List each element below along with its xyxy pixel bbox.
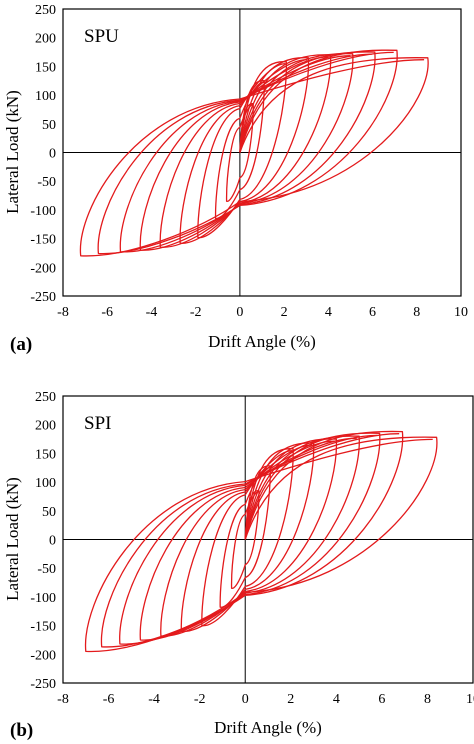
zero-axis-lines <box>63 9 461 296</box>
x-tick-label: -2 <box>194 692 206 707</box>
y-tick-label: 100 <box>35 476 56 491</box>
y-tick-label: 200 <box>35 419 56 434</box>
zero-axis-lines <box>63 396 473 683</box>
x-tick-label: 10 <box>454 305 468 320</box>
y-tick-label: -150 <box>30 233 56 248</box>
hysteresis-loop <box>225 103 254 202</box>
panel-label: (a) <box>10 334 32 355</box>
y-tick-label: -150 <box>30 620 56 635</box>
y-tick-label: -100 <box>30 591 56 606</box>
x-tick-label: 6 <box>369 305 376 320</box>
y-tick-label: 150 <box>35 60 56 75</box>
x-tick-label: -6 <box>101 305 113 320</box>
hysteresis-loop <box>139 435 360 641</box>
panel-title: SPU <box>84 26 119 47</box>
hysteresis-loop <box>160 438 338 637</box>
y-tick-label: -100 <box>30 204 56 219</box>
y-axis-title: Lateral Load (kN) <box>3 90 22 214</box>
x-tick-label: 6 <box>378 692 385 707</box>
x-axis-title: Drift Angle (%) <box>208 332 316 351</box>
y-tick-label: 0 <box>49 147 56 162</box>
y-tick-label: -200 <box>30 261 56 276</box>
y-tick-label: 50 <box>42 505 56 520</box>
x-tick-labels: -8 -6 -4 -2 0 2 4 6 8 10 <box>57 305 468 320</box>
y-tick-labels: 250 200 150 100 50 0 -50 -100 -150 -200 -250 <box>30 3 56 305</box>
hysteresis-loop <box>159 54 332 248</box>
y-tick-label: 0 <box>49 534 56 549</box>
x-tick-labels: -8 -6 -4 -2 0 2 4 6 8 10 <box>57 692 474 707</box>
y-tick-label: 100 <box>35 89 56 104</box>
y-tick-label: -200 <box>30 648 56 663</box>
hysteresis-loop <box>197 61 287 239</box>
hysteresis-loop <box>179 57 310 244</box>
x-tick-label: 10 <box>466 692 474 707</box>
x-tick-label: 2 <box>287 692 294 707</box>
hysteresis-loop <box>139 53 354 251</box>
x-tick-label: -4 <box>146 305 158 320</box>
y-tick-label: 250 <box>35 3 56 18</box>
x-tick-label: -8 <box>57 692 69 707</box>
y-tick-label: -250 <box>30 677 56 692</box>
hysteresis-loop <box>180 442 315 632</box>
y-tick-label: 200 <box>35 32 56 47</box>
hysteresis-loop <box>201 448 294 627</box>
y-tick-label: -50 <box>37 175 56 190</box>
hysteresis-loop <box>97 49 398 255</box>
y-axis-title: Lateral Load (kN) <box>3 477 22 601</box>
panel-label: (b) <box>10 720 33 741</box>
x-axis-title: Drift Angle (%) <box>214 718 322 737</box>
x-tick-label: 2 <box>281 305 288 320</box>
hysteresis-loop <box>79 57 429 257</box>
x-tick-label: 0 <box>236 305 243 320</box>
hysteresis-loops <box>79 49 429 257</box>
hysteresis-loops <box>84 430 438 653</box>
y-tick-label: 150 <box>35 447 56 462</box>
x-tick-label: 8 <box>424 692 431 707</box>
hysteresis-loop <box>119 51 376 253</box>
x-tick-label: 4 <box>325 305 332 320</box>
y-tick-label: -50 <box>37 562 56 577</box>
y-tick-labels: 250 200 150 100 50 0 -50 -100 -150 -200 -250 <box>30 390 56 692</box>
x-tick-label: -6 <box>103 692 115 707</box>
x-tick-label: 4 <box>333 692 340 707</box>
hysteresis-loop <box>119 432 381 645</box>
y-tick-label: 50 <box>42 118 56 133</box>
panel-title: SPI <box>84 413 111 434</box>
y-tick-label: -250 <box>30 290 56 305</box>
hysteresis-loop <box>84 436 438 653</box>
x-tick-label: -4 <box>148 692 160 707</box>
hysteresis-loop <box>214 80 265 220</box>
x-tick-label: -8 <box>57 305 69 320</box>
y-tick-label: 250 <box>35 390 56 405</box>
x-tick-label: -2 <box>190 305 202 320</box>
x-tick-label: 8 <box>413 305 420 320</box>
x-tick-label: 0 <box>242 692 249 707</box>
